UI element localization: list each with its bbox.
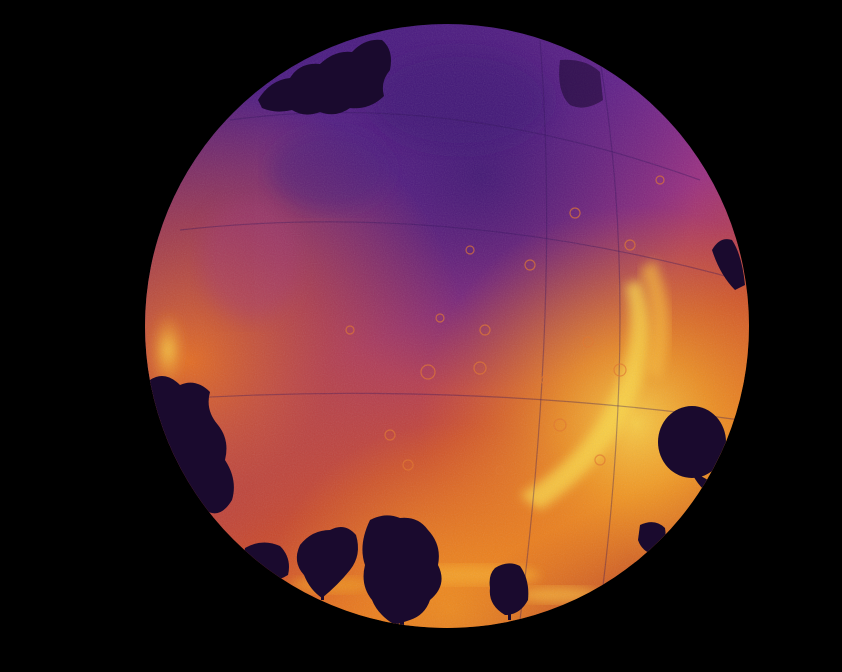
tree-top-right [559, 59, 603, 108]
fisheye-disk [145, 24, 749, 628]
tree-top-left [258, 39, 391, 115]
tree-silhouettes [149, 39, 745, 625]
tree-right-edge [712, 239, 745, 290]
tree-right-round [658, 406, 726, 478]
tree-left-side [149, 376, 234, 514]
tree-bottom-left [296, 526, 358, 598]
tree-bottom-right [489, 563, 529, 615]
